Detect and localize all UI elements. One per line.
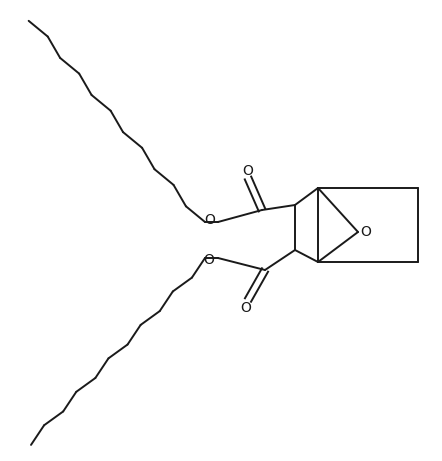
Text: O: O xyxy=(204,253,214,267)
Text: O: O xyxy=(205,213,215,227)
Text: O: O xyxy=(361,225,371,239)
Text: O: O xyxy=(240,301,251,315)
Text: O: O xyxy=(243,164,253,178)
